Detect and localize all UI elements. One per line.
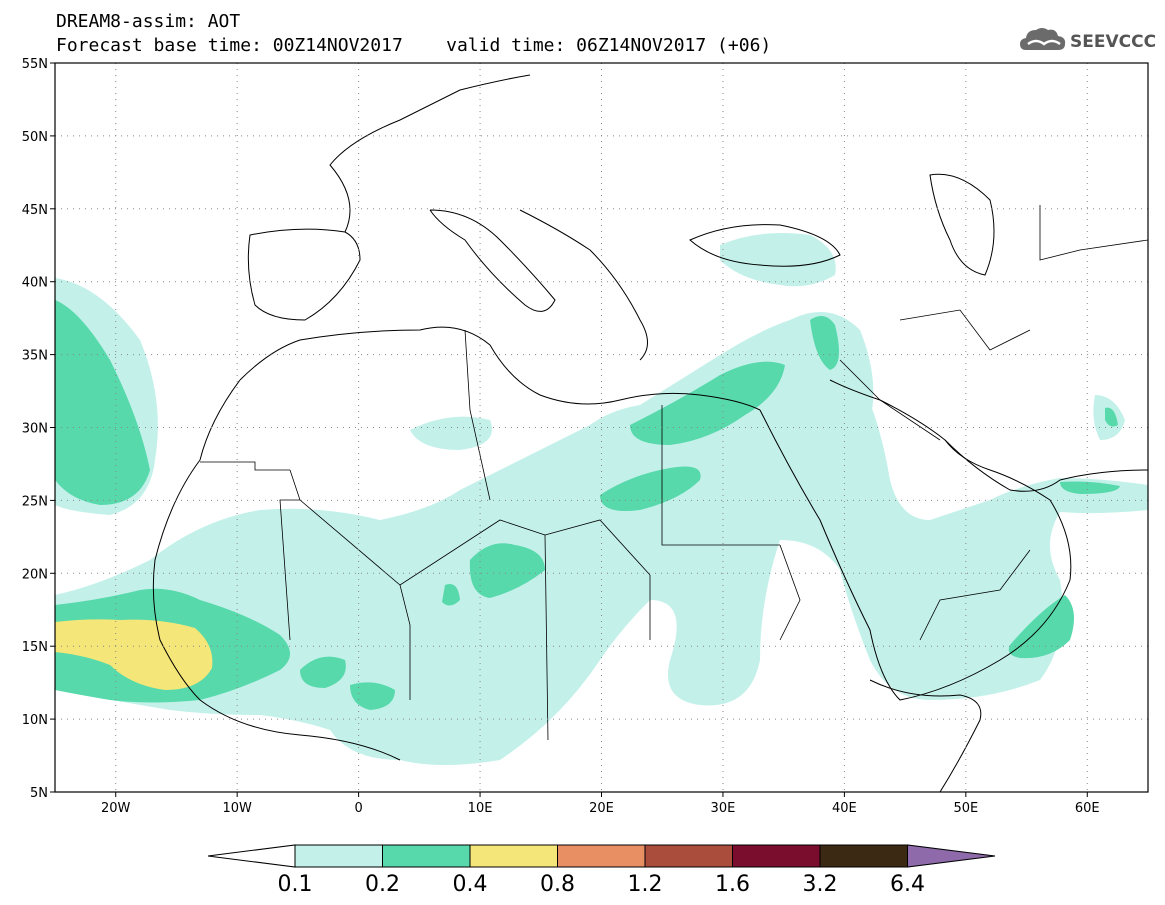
colorbar-level-label: 0.8 <box>540 872 575 897</box>
colorbar-segment <box>557 844 646 868</box>
map-title: DREAM8-assim: AOT <box>56 11 241 32</box>
coastlines <box>152 74 1148 792</box>
aot-colorbar: 0.1 0.2 0.4 0.8 1.2 1.6 3.2 6.4 <box>207 844 996 897</box>
lat-tick-label: 40N <box>22 276 48 291</box>
lat-tick-label: 45N <box>22 203 48 218</box>
forecast-times: Forecast base time: 00Z14NOV2017 valid t… <box>56 35 772 56</box>
lon-tick-label: 0 <box>354 801 362 816</box>
country-borders <box>200 205 1148 741</box>
lon-tick-label: 60E <box>1075 801 1100 816</box>
colorbar-level-label: 0.4 <box>453 872 488 897</box>
colorbar-level-label: 1.6 <box>715 872 750 897</box>
colorbar-level-label: 6.4 <box>890 872 925 897</box>
colorbar-level-label: 0.1 <box>278 872 313 897</box>
lon-tick-label: 20E <box>589 801 614 816</box>
lon-tick-label: 40E <box>832 801 857 816</box>
lat-tick-label: 25N <box>22 494 48 509</box>
lat-tick-label: 20N <box>22 567 48 582</box>
seevccc-logo: SEEVCCC <box>1020 28 1156 52</box>
lat-tick-label: 15N <box>22 640 48 655</box>
colorbar-level-label: 3.2 <box>803 872 838 897</box>
lon-tick-label: 10W <box>222 801 252 816</box>
lon-tick-label: 10E <box>468 801 493 816</box>
longitude-axis: 20W 10W 0 10E 20E 30E 40E 50E 60E <box>101 792 1100 816</box>
colorbar-segment <box>644 844 733 868</box>
lat-tick-label: 55N <box>22 57 48 72</box>
lat-tick-label: 30N <box>22 422 48 437</box>
lat-tick-label: 35N <box>22 349 48 364</box>
lat-tick-label: 5N <box>30 786 48 801</box>
colorbar-segment <box>819 844 908 868</box>
colorbar-level-label: 0.2 <box>365 872 400 897</box>
lon-tick-label: 20W <box>101 801 131 816</box>
colorbar-segment <box>294 844 383 868</box>
colorbar-segment <box>469 844 558 868</box>
latitude-axis: 5N 10N 15N 20N 25N 30N 35N 40N 45N 50N 55N <box>22 57 55 801</box>
lon-tick-label: 30E <box>711 801 736 816</box>
colorbar-segment <box>382 844 471 868</box>
colorbar-level-label: 1.2 <box>628 872 663 897</box>
colorbar-over-arrow <box>907 844 996 868</box>
lon-tick-label: 50E <box>953 801 978 816</box>
aot-contour-0.4 <box>55 619 213 690</box>
colorbar-under-arrow <box>207 844 296 868</box>
cloud-icon <box>1020 28 1066 50</box>
logo-text: SEEVCCC <box>1070 32 1156 52</box>
lat-tick-label: 10N <box>22 713 48 728</box>
lat-tick-label: 50N <box>22 130 48 145</box>
colorbar-segment <box>732 844 821 868</box>
map-area <box>55 63 1148 792</box>
gridlines <box>55 63 1148 792</box>
